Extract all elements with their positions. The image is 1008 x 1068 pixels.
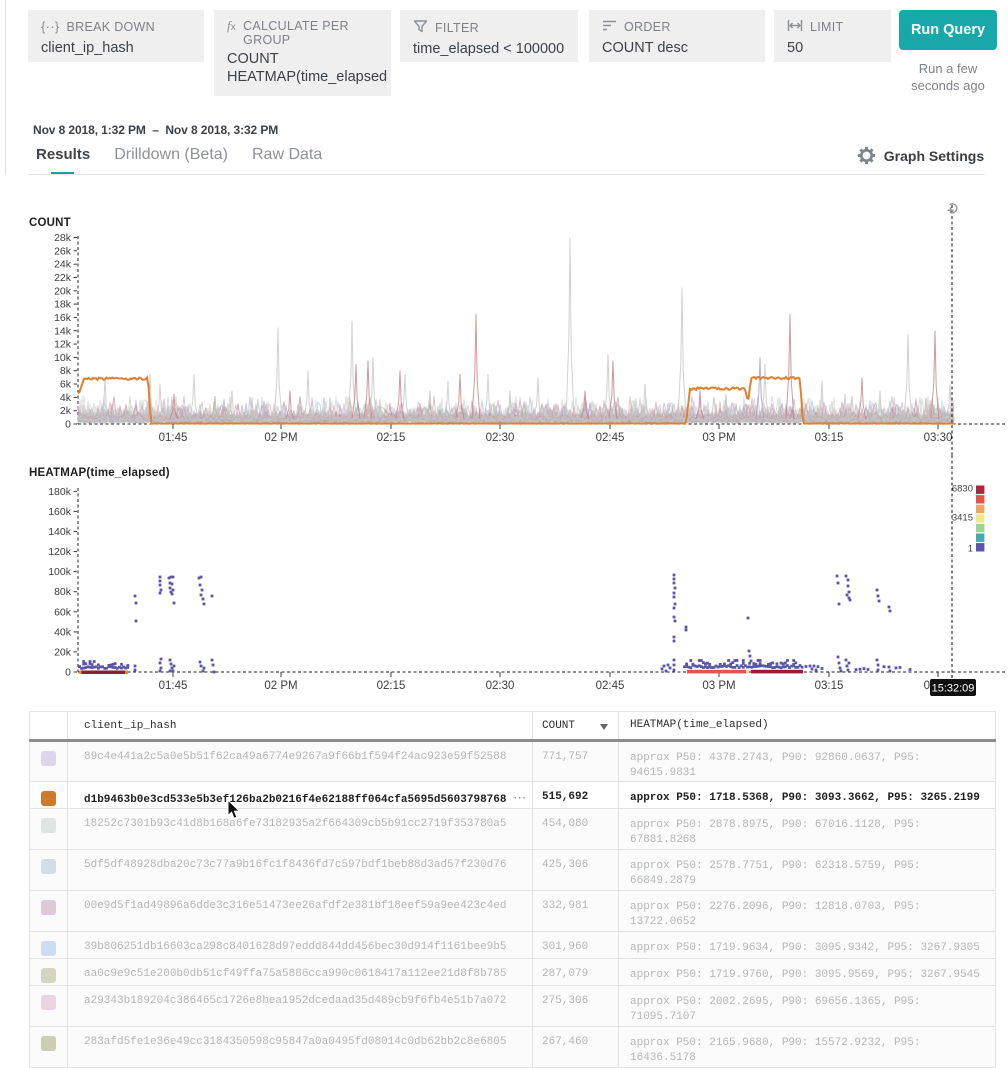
svg-text:0: 0 — [65, 667, 71, 679]
svg-text:120k: 120k — [48, 546, 72, 558]
svg-text:180k: 180k — [48, 486, 72, 498]
svg-text:6830: 6830 — [952, 484, 973, 495]
svg-text:28k: 28k — [54, 232, 72, 244]
svg-text:10k: 10k — [54, 352, 72, 364]
svg-text:8k: 8k — [60, 365, 72, 377]
svg-text:02:45: 02:45 — [596, 432, 625, 444]
svg-text:80k: 80k — [54, 586, 72, 598]
svg-text:01:45: 01:45 — [159, 680, 188, 692]
svg-text:16k: 16k — [54, 312, 72, 324]
svg-text:03 PM: 03 PM — [702, 432, 735, 444]
svg-text:02:15: 02:15 — [377, 680, 406, 692]
svg-text:22k: 22k — [54, 272, 72, 284]
svg-text:03:15: 03:15 — [815, 432, 844, 444]
svg-text:12k: 12k — [54, 339, 72, 351]
svg-text:02 PM: 02 PM — [264, 680, 297, 692]
svg-text:4k: 4k — [60, 392, 72, 404]
svg-text:02:45: 02:45 — [596, 680, 625, 692]
svg-text:02:15: 02:15 — [377, 432, 406, 444]
svg-text:03:30: 03:30 — [924, 432, 953, 444]
svg-text:15:32:09: 15:32:09 — [932, 683, 975, 695]
svg-text:02:30: 02:30 — [486, 680, 515, 692]
svg-text:14k: 14k — [54, 325, 72, 337]
svg-text:20k: 20k — [54, 285, 72, 297]
svg-text:3415: 3415 — [952, 513, 973, 524]
svg-text:1: 1 — [968, 544, 973, 555]
svg-text:18k: 18k — [54, 299, 72, 311]
svg-text:40k: 40k — [54, 626, 72, 638]
svg-text:02:30: 02:30 — [486, 432, 515, 444]
svg-text:160k: 160k — [48, 506, 72, 518]
svg-text:60k: 60k — [54, 606, 72, 618]
svg-text:2k: 2k — [60, 405, 72, 417]
svg-text:26k: 26k — [54, 245, 72, 257]
svg-text:03 PM: 03 PM — [702, 680, 735, 692]
svg-text:24k: 24k — [54, 259, 72, 271]
svg-text:140k: 140k — [48, 526, 72, 538]
svg-text:02 PM: 02 PM — [264, 432, 297, 444]
svg-text:03:15: 03:15 — [815, 680, 844, 692]
svg-text:01:45: 01:45 — [159, 432, 188, 444]
svg-text:100k: 100k — [48, 566, 72, 578]
svg-text:0: 0 — [65, 419, 71, 431]
svg-text:20k: 20k — [54, 646, 72, 658]
svg-text:6k: 6k — [60, 379, 72, 391]
